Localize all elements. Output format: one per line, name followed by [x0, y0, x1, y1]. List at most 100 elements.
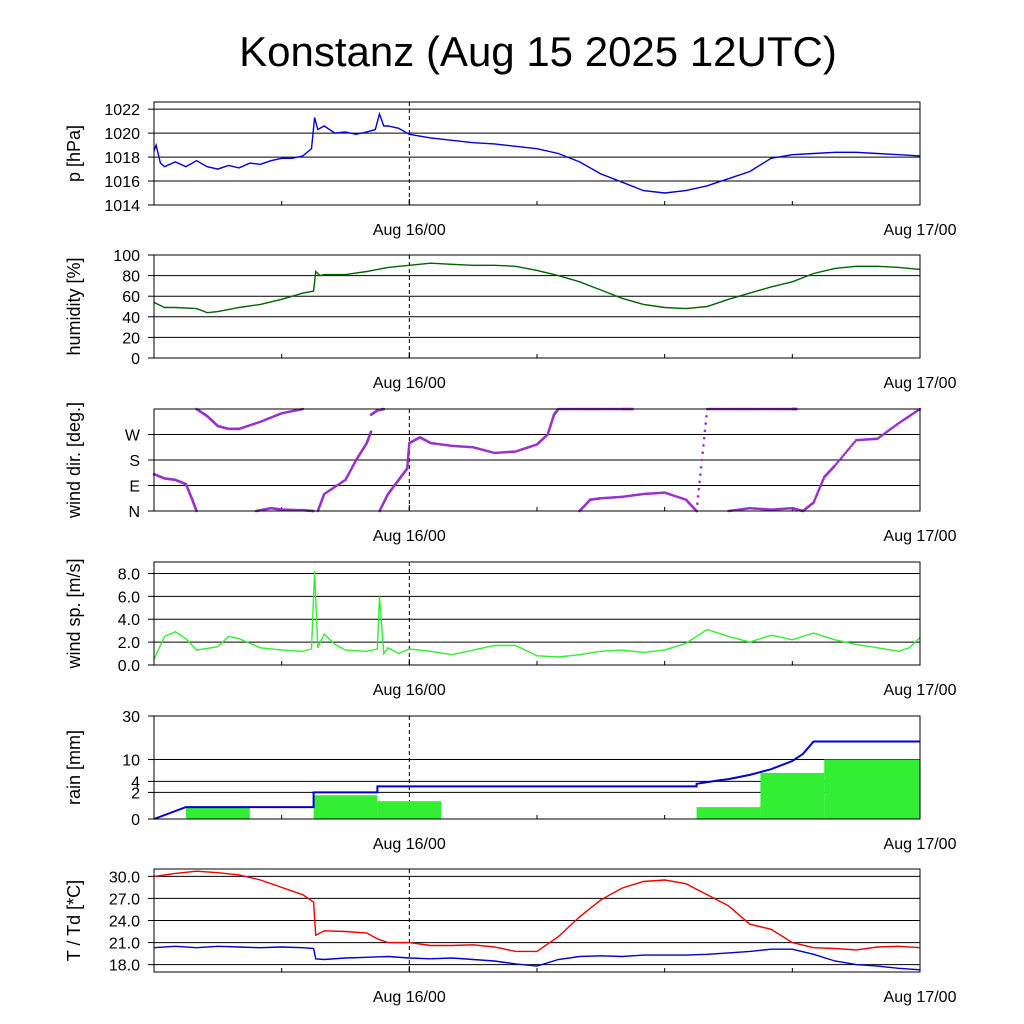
wind-dir-point [700, 458, 704, 462]
panel-pressure: 1014 1016 1018 1020 1022 Aug 16/00 Aug 17/00 p … [64, 101, 957, 239]
wind-dir-point [699, 465, 703, 469]
x-tick-label: Aug 16/00 [373, 682, 446, 699]
y-tick-label: 8.0 [118, 566, 140, 583]
y-tick-label: 30 [122, 709, 140, 726]
wind-dir-point [851, 442, 855, 446]
panel-wind_speed: 0.0 2.0 4.0 6.0 8.0 Aug 16/00 Aug 17/00 wind sp… [64, 558, 957, 699]
wind-dir-point [842, 453, 846, 457]
y-tick-label: 18.0 [109, 958, 140, 975]
panel-frame [153, 868, 921, 973]
wind-dir-point [838, 458, 841, 462]
rain-bar [313, 795, 378, 819]
x-tick-label: Aug 16/00 [373, 836, 446, 853]
wind-dir-point [701, 451, 704, 455]
series-line-temperature [153, 870, 921, 953]
panel-frame [153, 254, 921, 359]
wind-dir-point [848, 446, 852, 449]
x-tick-label: Aug 17/00 [884, 528, 957, 545]
series-line-wind_speed [153, 571, 921, 660]
x-tick-label: Aug 16/00 [373, 989, 446, 1006]
wind-dir-point [847, 447, 850, 451]
wind-dir-point [835, 462, 838, 466]
y-tick-label: 1022 [104, 102, 140, 119]
y-tick-label: N [128, 504, 140, 521]
y-tick-label: 60 [122, 289, 140, 306]
y-tick-label: S [129, 453, 140, 470]
y-tick-label: 4.0 [118, 612, 140, 629]
x-tick-label: Aug 16/00 [373, 222, 446, 239]
panel-rain: 0 24 10 30 Aug 16/00 Aug 17/00 rain [mm] [64, 709, 957, 853]
y-axis-label: T / Td [*C] [64, 880, 84, 961]
wind-dir-point [704, 422, 708, 425]
y-tick-label: 1014 [104, 198, 140, 215]
wind-dir-point [702, 444, 705, 447]
panel-frame [153, 561, 921, 666]
y-tick-label: 0 [131, 351, 140, 368]
y-tick-label: 2.0 [118, 635, 140, 652]
y-tick-label: 24.0 [109, 914, 140, 931]
y-axis-label: rain [mm] [64, 730, 84, 805]
x-tick-label: Aug 17/00 [884, 375, 957, 392]
panel-humidity: 0 20 40 60 80 100 Aug 16/00 Aug 17/00 humidity [… [64, 248, 957, 392]
wind-dir-point [844, 451, 847, 455]
y-tick-label: W [125, 428, 141, 445]
y-axis-label: wind sp. [m/s] [64, 558, 84, 669]
y-axis-label: humidity [%] [64, 257, 84, 355]
series-line-pressure [153, 111, 921, 194]
wind-dir-point [833, 464, 837, 467]
panel-temp: 18.0 21.0 24.0 27.0 30.0 Aug 16/00 Aug 17/00 T … [64, 868, 957, 1006]
wind-dir-point [696, 495, 700, 498]
wind-dir-point [702, 436, 706, 440]
y-tick-label: 1018 [104, 150, 140, 167]
y-axis-label: p [hPa] [64, 125, 84, 182]
y-tick-label: 27.0 [109, 891, 140, 908]
wind-dir-point [698, 480, 701, 484]
wind-dir-point [703, 429, 707, 433]
y-tick-label: 10 [122, 753, 140, 770]
chart-title: Konstanz (Aug 15 2025 12UTC) [239, 28, 837, 75]
panel-frame [153, 715, 921, 820]
y-tick-label: 1020 [104, 126, 140, 143]
y-tick-label: 20 [122, 330, 140, 347]
panel-frame [153, 408, 921, 512]
wind-dir-point [839, 457, 843, 460]
y-tick-label: 100 [113, 248, 140, 265]
wind-dir-point [697, 487, 701, 491]
y-tick-label: 2 [131, 785, 140, 802]
y-tick-label: 80 [122, 269, 140, 286]
y-tick-label: 0.0 [118, 658, 140, 675]
wind-dir-point [845, 449, 849, 453]
y-tick-label: 40 [122, 310, 140, 327]
y-tick-label: 0 [131, 812, 140, 829]
wind-dir-point [850, 444, 853, 447]
series-line-dewpoint [153, 945, 921, 971]
panel-frame [153, 101, 921, 206]
wind-dir-point [369, 430, 373, 433]
y-tick-label: 21.0 [109, 936, 140, 953]
rain-bar [377, 801, 442, 819]
rain-bar [824, 759, 920, 819]
x-tick-label: Aug 17/00 [884, 682, 957, 699]
rain-bar [696, 807, 761, 819]
wind-dir-point [705, 414, 708, 418]
series-line-humidity [153, 262, 921, 314]
rain-bar [185, 807, 250, 819]
wind-dir-point [836, 460, 840, 464]
y-axis-label: wind dir. [deg.] [64, 402, 84, 519]
series-line-rain_sum [153, 740, 920, 820]
wind-dir-point [841, 455, 844, 458]
x-tick-label: Aug 16/00 [373, 375, 446, 392]
y-tick-label: E [129, 479, 140, 496]
x-tick-label: Aug 16/00 [373, 528, 446, 545]
y-tick-label: 1016 [104, 174, 140, 191]
wind-dir-point [853, 440, 856, 444]
y-tick-label: 30.0 [109, 869, 140, 886]
x-tick-label: Aug 17/00 [884, 989, 957, 1006]
x-tick-label: Aug 17/00 [884, 222, 957, 239]
y-tick-label: 4 [131, 774, 140, 791]
y-tick-label: 6.0 [118, 589, 140, 606]
rain-bar [760, 772, 825, 819]
